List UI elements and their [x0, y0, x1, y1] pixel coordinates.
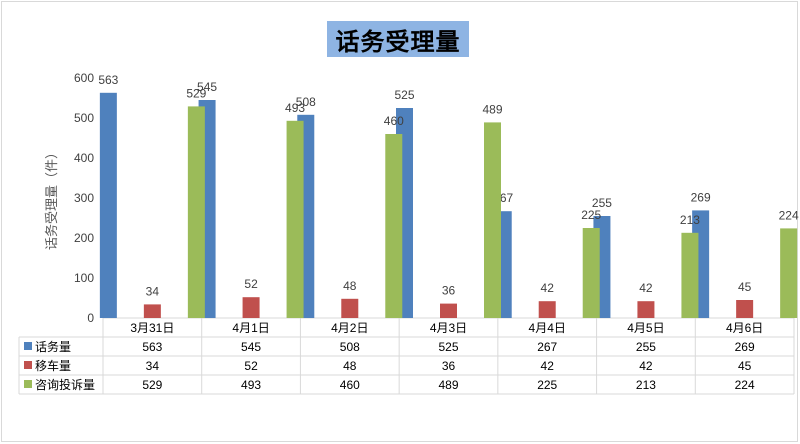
table-cell: 267 [537, 340, 557, 354]
table-cell: 34 [146, 359, 160, 373]
table-cell: 460 [340, 378, 360, 392]
bar [242, 297, 260, 318]
y-tick-label: 200 [74, 231, 94, 245]
bar [341, 298, 359, 318]
y-tick-label: 100 [74, 271, 94, 285]
data-label: 52 [244, 277, 258, 291]
data-label: 34 [146, 284, 160, 298]
data-label: 508 [296, 95, 316, 109]
data-label: 525 [394, 88, 414, 102]
table-cell: 563 [142, 340, 162, 354]
bar [99, 92, 117, 318]
table-cell: 255 [636, 340, 656, 354]
data-label: 42 [639, 281, 653, 295]
table-cell: 36 [442, 359, 456, 373]
data-label: 269 [691, 190, 711, 204]
bar [637, 301, 655, 318]
data-label: 563 [98, 73, 118, 87]
bar [681, 232, 699, 318]
x-tick-label: 4月1日 [232, 321, 269, 335]
bar [538, 301, 556, 318]
data-label: 48 [343, 279, 357, 293]
x-tick-label: 4月3日 [430, 321, 467, 335]
legend-label: 咨询投诉量 [35, 377, 95, 392]
x-tick-label: 4月6日 [726, 321, 763, 335]
table-cell: 225 [537, 378, 557, 392]
table-cell: 45 [738, 359, 752, 373]
table-cell: 213 [636, 378, 656, 392]
data-label: 493 [285, 101, 305, 115]
data-label: 529 [186, 86, 206, 100]
data-label: 225 [581, 208, 601, 222]
bar [143, 304, 161, 318]
x-tick-label: 3月31日 [130, 321, 174, 335]
data-label: 45 [738, 280, 752, 294]
bar [187, 106, 205, 319]
data-label: 545 [197, 80, 217, 94]
legend-label: 话务量 [35, 339, 71, 354]
data-label: 42 [541, 281, 555, 295]
table-cell: 224 [735, 378, 755, 392]
y-tick-label: 500 [74, 111, 94, 125]
bar [286, 120, 304, 318]
data-label: 489 [482, 102, 502, 116]
table-cell: 52 [244, 359, 258, 373]
bar [484, 122, 501, 319]
y-tick-label: 0 [87, 311, 94, 325]
bar [780, 228, 798, 318]
bar [736, 300, 754, 318]
table-cell: 529 [142, 378, 162, 392]
table-cell: 269 [735, 340, 755, 354]
chart-title: 话务受理量 [327, 21, 469, 57]
bar [440, 303, 457, 318]
legend-swatch [24, 380, 32, 388]
data-label: 36 [442, 284, 456, 298]
legend-label: 移车量 [35, 358, 71, 373]
table-cell: 48 [343, 359, 357, 373]
table-cell: 525 [438, 340, 458, 354]
y-axis-label: 话务受理量（件） [44, 146, 60, 250]
x-tick-label: 4月2日 [331, 321, 368, 335]
table-cell: 508 [340, 340, 360, 354]
x-tick-label: 4月4日 [529, 321, 566, 335]
legend-swatch [24, 361, 32, 369]
table-cell: 489 [438, 378, 458, 392]
table-cell: 42 [541, 359, 555, 373]
x-tick-label: 4月5日 [627, 321, 664, 335]
bar [385, 134, 403, 318]
data-label: 224 [779, 208, 799, 222]
legend-swatch [24, 342, 32, 350]
table-cell: 493 [241, 378, 261, 392]
table-cell: 42 [639, 359, 653, 373]
data-label: 255 [592, 196, 612, 210]
data-label: 213 [680, 213, 700, 227]
table-cell: 545 [241, 340, 261, 354]
y-tick-label: 300 [74, 191, 94, 205]
y-tick-label: 400 [74, 151, 94, 165]
bar [582, 228, 600, 318]
data-label: 460 [384, 114, 404, 128]
y-tick-label: 600 [74, 71, 94, 85]
